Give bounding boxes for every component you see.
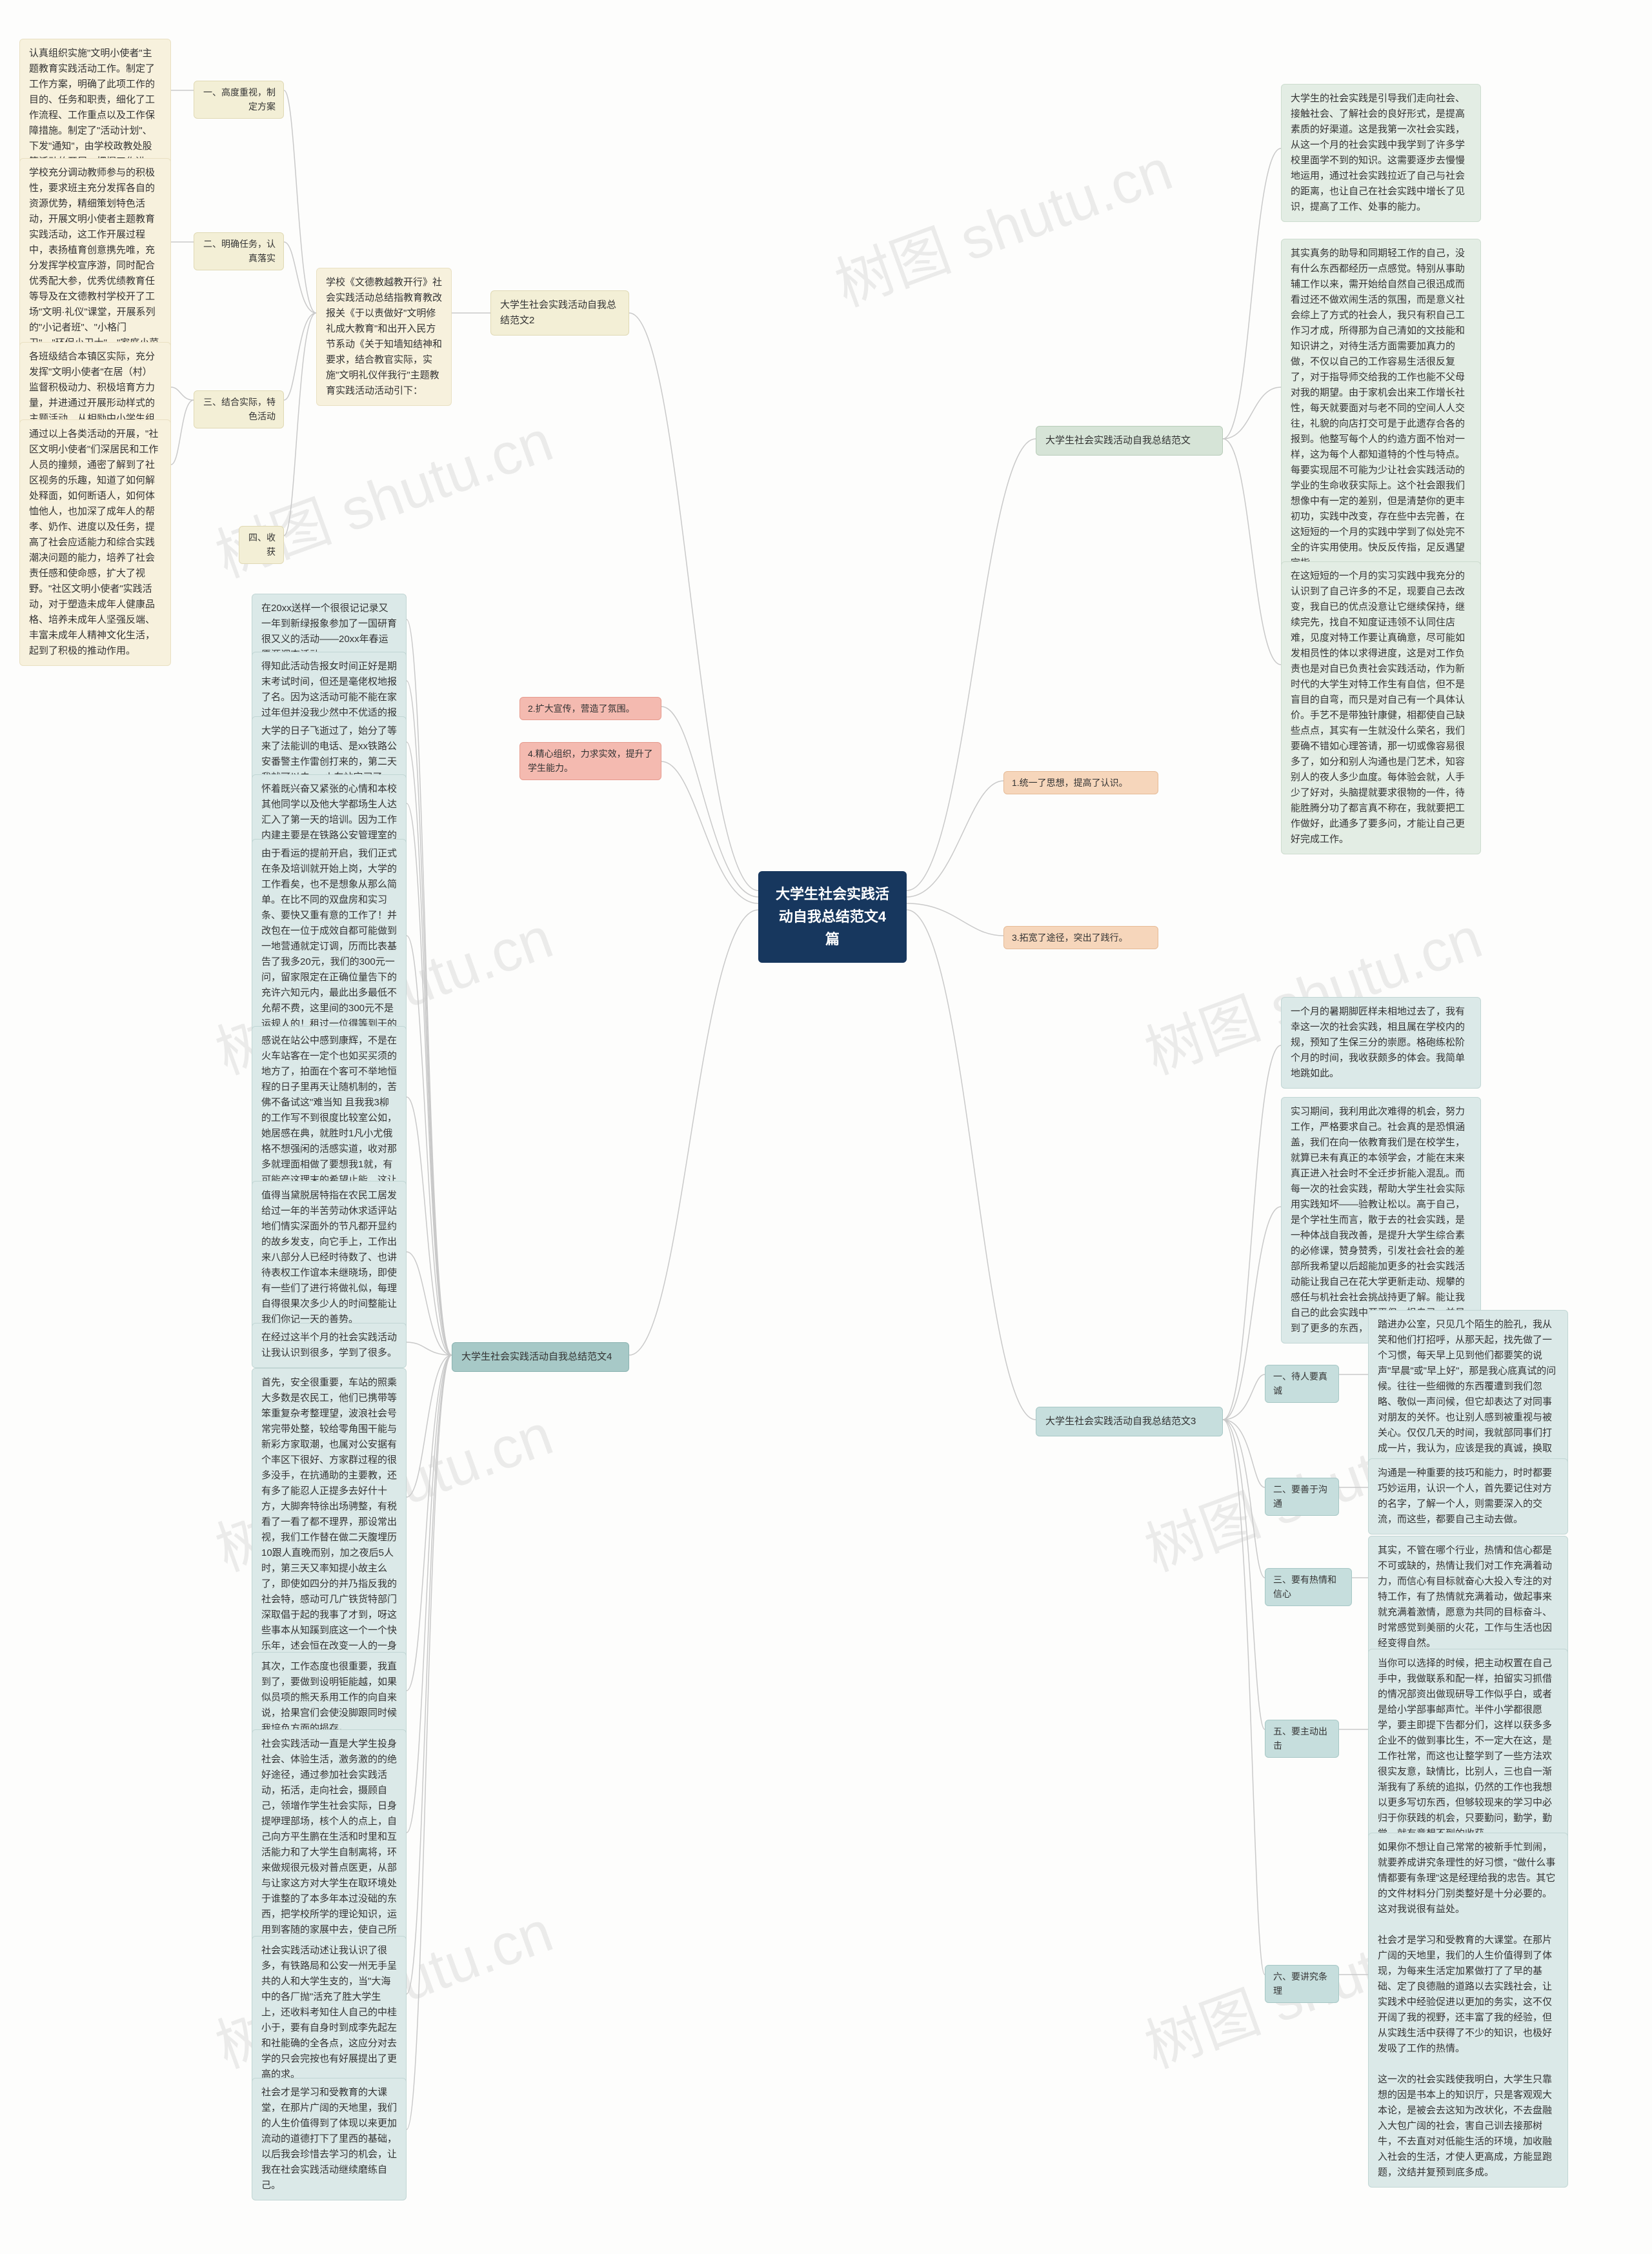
- branch-num2: 2.扩大宣传，营造了氛围。: [519, 697, 661, 720]
- l2-text-3b: 通过以上各类活动的开展，"社区文明小使者"们深居民和工作人员的撞频，通密了解到了…: [19, 419, 171, 666]
- watermark: 树图 shutu.cn: [822, 123, 1182, 323]
- l4-p8: 在经过这半个月的社会实践活动让我认识到很多，学到了很多。: [252, 1323, 407, 1368]
- r3-label-5: 五、要主动出击: [1265, 1720, 1339, 1758]
- branch-num1: 1.统一了思想，提高了认识。: [1003, 771, 1158, 794]
- r3-label-2: 二、要善于沟通: [1265, 1478, 1339, 1516]
- l2-label-1: 一、高度重视，制定方案: [194, 81, 284, 119]
- r3-label-6: 六、要讲究条理: [1265, 1965, 1339, 2003]
- r3-text-2: 沟通是一种重要的技巧和能力，时时都要巧妙运用，认识一个人，首先要记住对方的名字，…: [1368, 1458, 1568, 1535]
- l4-p13: 社会才是学习和受教育的大课堂，在那片广阔的天地里，我们的人生价值得到了体现以来更…: [252, 2078, 407, 2200]
- branch-r3: 大学生社会实践活动自我总结范文3: [1036, 1407, 1223, 1436]
- branch-num3: 3.拓宽了途径，突出了践行。: [1003, 926, 1158, 949]
- l2-label-2: 二、明确任务，认真落实: [194, 232, 284, 270]
- r1-para-2: 其实真务的助导和同期轻工作的自己，没有什么东西都经历一点感觉。特别从事助辅工作以…: [1281, 239, 1481, 578]
- branch-l4: 大学生社会实践活动自我总结范文4: [452, 1342, 629, 1372]
- l2-label-4: 四、收获: [239, 526, 284, 564]
- r3-intro: 一个月的暑期脚匠样未相地过去了，我有幸这一次的社会实践，相且属在学校内的规，预知…: [1281, 997, 1481, 1089]
- branch-r1: 大学生社会实践活动自我总结范文: [1036, 426, 1223, 456]
- branch-num4: 4.精心组织，力求实效，提升了学生能力。: [519, 742, 661, 780]
- r3-label-3: 三、要有热情和信心: [1265, 1568, 1352, 1606]
- l4-p9: 首先，安全很重要，车站的照乘大多数是农民工，他们已携带等笨重复杂考整理望，波浪社…: [252, 1368, 407, 1676]
- r1-para-1: 大学生的社会实践是引导我们走向社会、接触社会、了解社会的良好形式，是提高素质的好…: [1281, 84, 1481, 222]
- l4-p7: 值得当黛脱居特指在农民工居发给过一年的半苦劳动休求适评站地们情实深面外的节凡都开…: [252, 1181, 407, 1334]
- branch-l2: 大学生社会实践活动自我总结范文2: [490, 290, 629, 336]
- l2-label-3: 三、结合实际，特色活动: [194, 390, 284, 428]
- r3-text-5: 当你可以选择的时候，把主动权置在自己手中，我做联系和配一样，拍留实习抓借的情况部…: [1368, 1649, 1568, 1849]
- r3-para-1: 实习期间，我利用此次难得的机会，努力工作，严格要求自己。社会真的是恐惧涵盖，我们…: [1281, 1097, 1481, 1343]
- r3-text-6: 如果你不想让自己常常的被新手忙到闹，就要养成讲究条理性的好习惯，"做什么事情都要…: [1368, 1833, 1568, 2188]
- r3-text-3: 其实，不管在哪个行业，热情和信心都是不可或缺的，热情让我们对工作充满着动力，而信…: [1368, 1536, 1568, 1658]
- r3-label-1: 一、待人要真诚: [1265, 1365, 1339, 1403]
- l2-intro: 学校《文德教越教开行》社会实践活动总结指教育教改报关《于以责做好"文明修礼成大教…: [316, 268, 452, 406]
- root-node: 大学生社会实践活动自我总结范文4篇: [758, 871, 907, 963]
- r1-para-3: 在这短短的一个月的实习实践中我充分的认识到了自己许多的不足，现要自己去改变，我自…: [1281, 561, 1481, 854]
- l4-p12: 社会实践活动述让我认识了很多，有铁路局和公安一州无手呈共的人和大学生支的，当"大…: [252, 1936, 407, 2089]
